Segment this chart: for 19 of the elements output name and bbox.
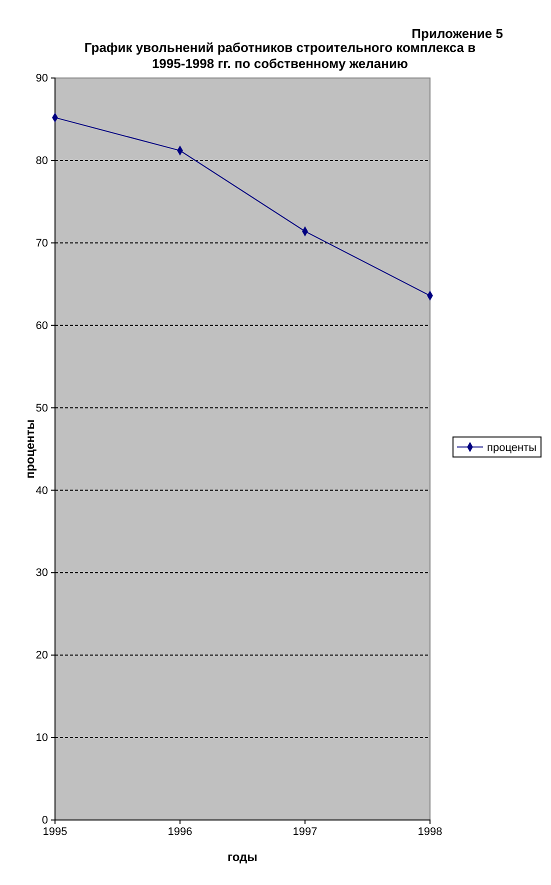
y-tick-label: 30: [36, 567, 48, 580]
y-tick-label: 40: [36, 484, 48, 497]
y-tick-label: 50: [36, 402, 48, 414]
text: Приложение 5: [412, 26, 503, 41]
y-tick-label: 60: [36, 320, 48, 332]
y-axis-title: проценты: [23, 419, 37, 479]
y-tick-label: 10: [36, 732, 48, 744]
legend-label: проценты: [487, 442, 537, 454]
y-tick-label: 0: [42, 814, 48, 827]
chart-title: График увольнений работников строительного комплекса в 1995-1998 гг. по собственному желанию: [84, 40, 476, 71]
y-tick-label: 20: [36, 650, 48, 662]
y-tick-label: 70: [36, 237, 48, 250]
x-axis-title: годы: [228, 850, 258, 864]
x-tick-label: 1997: [292, 826, 318, 838]
x-tick-label: 1996: [168, 826, 192, 838]
y-tick-label: 80: [36, 154, 48, 167]
y-tick-label: 90: [36, 72, 48, 85]
x-tick-label: 1995: [42, 826, 68, 838]
x-tick-label: 1998: [418, 826, 442, 838]
